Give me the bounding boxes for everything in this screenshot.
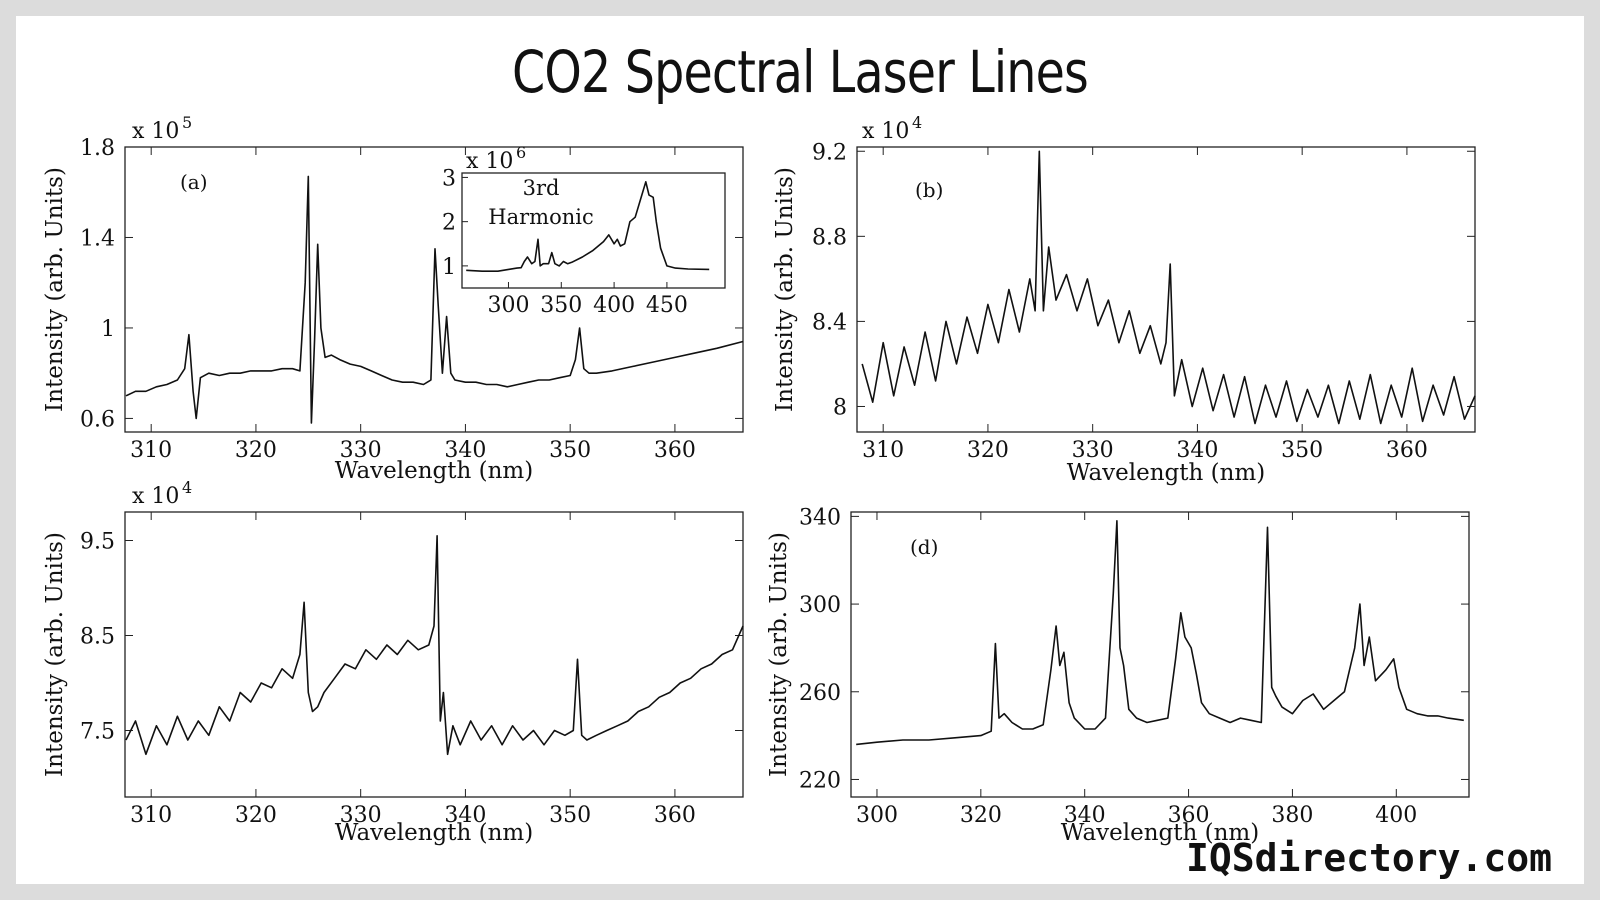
x-tick-label: 330 xyxy=(340,438,382,463)
axis-multiplier: x 10 xyxy=(132,119,179,144)
chart-panel-c: 310 320 330 340 350 360 7.5 8.5 9.5 Wavelength (n… xyxy=(42,478,744,846)
x-tick-label: 320 xyxy=(235,438,277,463)
series-line-spectrum xyxy=(125,175,744,424)
y-tick-label: 1 xyxy=(101,317,115,342)
axis-multiplier-exponent: 4 xyxy=(912,113,922,132)
y-tick-label: 0.6 xyxy=(80,407,115,432)
chart-panel-a: 310 320 330 340 350 360 0.6 1 1.4 1.8 Wavelength (… xyxy=(42,113,744,484)
x-tick-label: 340 xyxy=(444,438,486,463)
panel-label: (d) xyxy=(910,535,938,559)
x-tick-label: 360 xyxy=(1386,438,1428,463)
y-axis-label: Intensity (arb. Units) xyxy=(772,167,798,412)
y-tick-label: 7.5 xyxy=(80,720,115,745)
figure-title: CO2 Spectral Laser Lines xyxy=(511,38,1089,106)
inset-series-line xyxy=(466,181,710,273)
axis-multiplier: x 10 xyxy=(862,119,909,144)
inset-frame xyxy=(461,172,726,289)
x-tick-label: 320 xyxy=(960,803,1002,828)
inset-x-tick-label: 300 xyxy=(487,293,529,318)
x-tick-label: 330 xyxy=(1072,438,1114,463)
y-tick-label: 1.8 xyxy=(80,136,115,161)
plot-frame xyxy=(124,146,744,433)
brand-watermark: IQSdirectory.com xyxy=(1185,836,1552,880)
y-tick-label: 260 xyxy=(799,681,841,706)
x-tick-label: 350 xyxy=(549,438,591,463)
y-tick-label: 9.5 xyxy=(80,530,115,555)
axis-multiplier: x 10 xyxy=(132,484,179,509)
x-tick-label: 350 xyxy=(1281,438,1323,463)
x-axis-label: Wavelength (nm) xyxy=(1067,460,1265,486)
plot-frame xyxy=(856,146,1476,433)
series-line-spectrum xyxy=(861,150,1476,425)
inset-title-line1: 3rd xyxy=(523,176,560,200)
y-tick-label: 8 xyxy=(833,395,847,420)
plot-frame xyxy=(124,511,744,798)
y-tick-label: 340 xyxy=(799,505,841,530)
figure-frame xyxy=(16,16,1584,884)
y-tick-label: 8.8 xyxy=(812,225,847,250)
y-tick-label: 1.4 xyxy=(80,226,115,251)
x-tick-label: 350 xyxy=(549,803,591,828)
x-tick-label: 360 xyxy=(654,803,696,828)
inset-x-tick-label: 450 xyxy=(646,293,688,318)
inset-y-tick-label: 1 xyxy=(442,255,456,280)
y-axis-label: Intensity (arb. Units) xyxy=(42,532,68,777)
x-tick-label: 340 xyxy=(1064,803,1106,828)
x-tick-label: 310 xyxy=(130,803,172,828)
x-tick-label: 310 xyxy=(862,438,904,463)
inset-multiplier: x 10 xyxy=(466,149,513,174)
axis-multiplier-exponent: 5 xyxy=(182,113,192,132)
x-tick-label: 360 xyxy=(654,438,696,463)
y-tick-label: 220 xyxy=(799,768,841,793)
y-axis-label: Intensity (arb. Units) xyxy=(42,167,68,412)
chart-panel-d: 300 320 340 360 380 400220260300340Wavelength… xyxy=(766,505,1470,846)
x-axis-label: Wavelength (nm) xyxy=(335,458,533,484)
chart-panel-b: 310 320 330 340 350 360 8 8.4 8.8 9.2 Wavelength (… xyxy=(772,113,1476,486)
inset-x-tick-label: 350 xyxy=(540,293,582,318)
panel-label: (b) xyxy=(915,178,943,202)
x-tick-label: 340 xyxy=(1176,438,1218,463)
y-tick-label: 8.5 xyxy=(80,625,115,650)
plot-frame xyxy=(850,511,1470,798)
y-tick-label: 300 xyxy=(799,593,841,618)
y-tick-label: 9.2 xyxy=(812,140,847,165)
axis-multiplier-exponent: 4 xyxy=(182,478,192,497)
x-tick-label: 340 xyxy=(444,803,486,828)
x-tick-label: 360 xyxy=(1168,803,1210,828)
series-line-spectrum xyxy=(856,519,1464,746)
inset-x-tick-label: 400 xyxy=(593,293,635,318)
y-axis-label: Intensity (arb. Units) xyxy=(766,532,792,777)
x-tick-label: 300 xyxy=(856,803,898,828)
inset-chart: 300 350 400 450 1 2 3 3rd Harmonic x 10 6 xyxy=(442,143,726,318)
panel-label: (a) xyxy=(180,170,208,194)
x-tick-label: 330 xyxy=(340,803,382,828)
x-axis-label: Wavelength (nm) xyxy=(335,820,533,846)
x-tick-label: 380 xyxy=(1271,803,1313,828)
inset-title-line2: Harmonic xyxy=(488,205,593,229)
inset-y-tick-label: 3 xyxy=(442,166,456,191)
y-tick-label: 8.4 xyxy=(812,310,847,335)
x-axis-label: Wavelength (nm) xyxy=(1061,820,1259,846)
x-tick-label: 320 xyxy=(967,438,1009,463)
x-tick-label: 310 xyxy=(130,438,172,463)
x-tick-label: 400 xyxy=(1375,803,1417,828)
inset-y-tick-label: 2 xyxy=(442,211,456,236)
inset-multiplier-exponent: 6 xyxy=(516,143,526,162)
series-line-spectrum xyxy=(125,534,744,756)
x-tick-label: 320 xyxy=(235,803,277,828)
